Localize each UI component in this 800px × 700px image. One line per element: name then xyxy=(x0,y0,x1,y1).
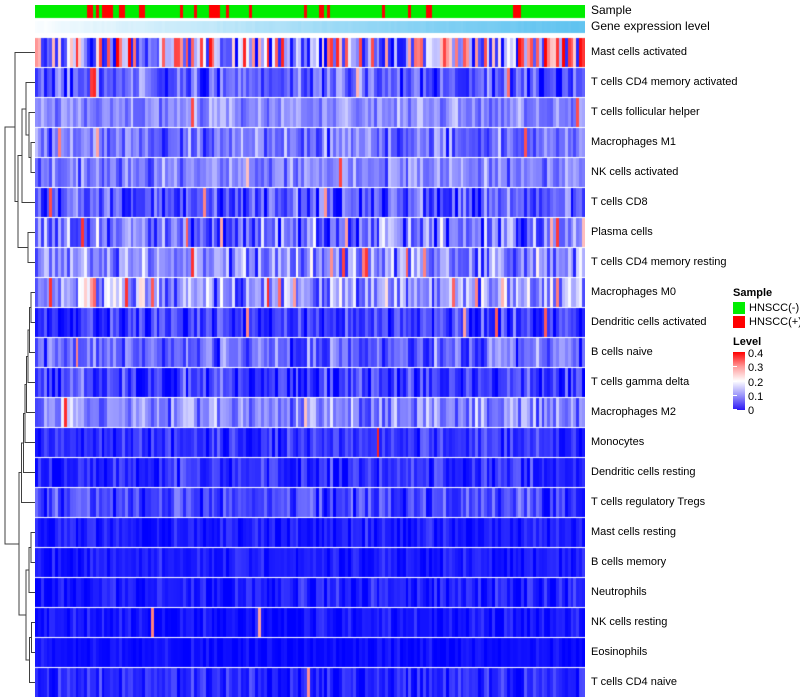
hnscc-positive-label: HNSCC(+) xyxy=(749,315,800,328)
level-tick-label: 0 xyxy=(748,405,755,417)
level-tick-label: 0.4 xyxy=(748,348,764,360)
row-label: Plasma cells xyxy=(591,226,653,238)
legend: Sample HNSCC(-) HNSCC(+) Level 0.4 0.3 0.2… xyxy=(733,287,800,417)
level-tick-label: 0.1 xyxy=(748,390,764,403)
row-label: Mast cells activated xyxy=(591,46,687,58)
row-label: Monocytes xyxy=(591,436,645,448)
legend-item-hnscc-negative: HNSCC(-) xyxy=(733,301,800,314)
row-label: T cells CD4 memory activated xyxy=(591,76,738,88)
row-label: NK cells resting xyxy=(591,616,668,628)
row-dendrogram xyxy=(4,52,35,683)
row-label: Mast cells resting xyxy=(591,526,676,538)
row-label: NK cells activated xyxy=(591,166,679,178)
row-label: B cells memory xyxy=(591,556,667,568)
hnscc-negative-swatch xyxy=(733,301,745,314)
row-label: T cells CD4 naive xyxy=(591,676,677,688)
hnscc-negative-label: HNSCC(-) xyxy=(749,301,800,314)
legend-item-hnscc-positive: HNSCC(+) xyxy=(733,315,800,328)
row-label: Eosinophils xyxy=(591,646,648,658)
level-tickmark xyxy=(733,366,737,368)
level-tickmark xyxy=(733,380,737,382)
row-label: B cells naive xyxy=(591,346,653,358)
row-label: Macrophages M1 xyxy=(591,136,676,148)
level-tick-label: 0.3 xyxy=(748,362,764,375)
sample-annotation-label: Sample xyxy=(591,3,632,17)
row-label: Dendritic cells resting xyxy=(591,466,696,478)
row-label: T cells regulatory Tregs xyxy=(591,496,706,508)
row-label: Neutrophils xyxy=(591,586,647,598)
row-label: Macrophages M0 xyxy=(591,286,676,298)
level-tickmark xyxy=(733,409,737,410)
row-label: T cells CD4 memory resting xyxy=(591,256,727,268)
hnscc-positive-swatch xyxy=(733,315,745,328)
row-label: T cells follicular helper xyxy=(591,106,700,118)
row-label: Dendritic cells activated xyxy=(591,316,707,328)
row-label: Macrophages M2 xyxy=(591,406,676,418)
heatmap-canvas xyxy=(35,5,585,697)
level-tick-label: 0.2 xyxy=(748,376,764,389)
level-tickmark xyxy=(733,394,737,396)
level-colorbar-wrap: 0.4 0.3 0.2 0.1 0 xyxy=(733,348,800,417)
legend-level-title: Level xyxy=(733,336,762,348)
legend-sample-title: Sample xyxy=(733,287,773,299)
row-label: T cells gamma delta xyxy=(591,376,690,388)
expression-annotation-label: Gene expression level xyxy=(591,19,710,33)
row-label: T cells CD8 xyxy=(591,196,648,208)
